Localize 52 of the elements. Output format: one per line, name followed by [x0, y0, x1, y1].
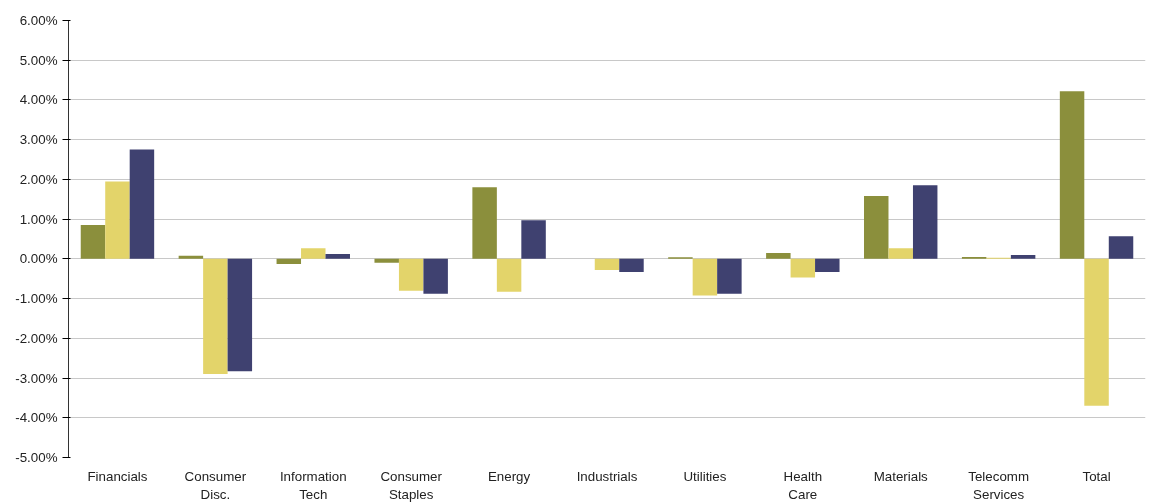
y-tick-label: 4.00%	[19, 92, 58, 108]
bar	[912, 185, 938, 259]
y-tick-label: 2.00%	[19, 171, 58, 187]
bar	[1010, 254, 1036, 259]
bar	[766, 252, 791, 259]
x-tick-label: Energy	[487, 468, 531, 484]
x-tick-label: Financials	[87, 468, 148, 484]
x-tick-label: Information Tech	[279, 468, 347, 502]
y-tick-label: 6.00%	[19, 13, 58, 28]
bar	[227, 258, 253, 372]
bar	[1059, 91, 1085, 259]
bar	[815, 258, 840, 272]
bar	[398, 258, 424, 291]
bar	[594, 258, 620, 270]
x-tick-label: Telecomm Services	[968, 468, 1030, 502]
bar	[496, 258, 522, 292]
y-tick-label: -1.00%	[15, 291, 58, 307]
bar	[178, 255, 204, 259]
bar	[203, 258, 228, 375]
bar	[717, 258, 742, 294]
bar	[790, 258, 816, 278]
bar	[472, 187, 497, 259]
bar	[864, 196, 889, 259]
bar	[692, 258, 718, 296]
y-tick-label: -5.00%	[15, 450, 58, 465]
bar	[374, 258, 399, 263]
y-tick-label: 0.00%	[19, 251, 58, 267]
x-tick-label: Consumer Disc.	[184, 468, 247, 502]
bar	[325, 254, 350, 259]
y-tick-label: 1.00%	[19, 211, 58, 227]
bar	[301, 248, 326, 259]
bar	[888, 248, 913, 259]
x-tick-label: Utilities	[683, 468, 727, 484]
bar	[619, 258, 644, 272]
x-tick-label: Industrials	[576, 468, 638, 484]
y-tick-label: -4.00%	[15, 410, 58, 426]
y-tick-label: 3.00%	[19, 132, 58, 148]
bar	[1108, 236, 1134, 259]
x-tick-label: Health Care	[783, 468, 823, 502]
bar	[521, 220, 546, 259]
bar	[276, 258, 302, 265]
y-tick-label: -2.00%	[15, 330, 58, 346]
bar	[129, 149, 155, 259]
bar	[423, 258, 448, 294]
x-tick-label: Consumer Staples	[380, 468, 443, 502]
x-tick-label: Total	[1082, 468, 1111, 484]
x-tick-label: Materials	[873, 468, 929, 484]
bar	[80, 225, 106, 259]
y-tick-label: 5.00%	[19, 52, 58, 68]
bar	[1084, 258, 1109, 406]
y-tick-label: -3.00%	[15, 370, 58, 386]
bar	[105, 181, 130, 259]
